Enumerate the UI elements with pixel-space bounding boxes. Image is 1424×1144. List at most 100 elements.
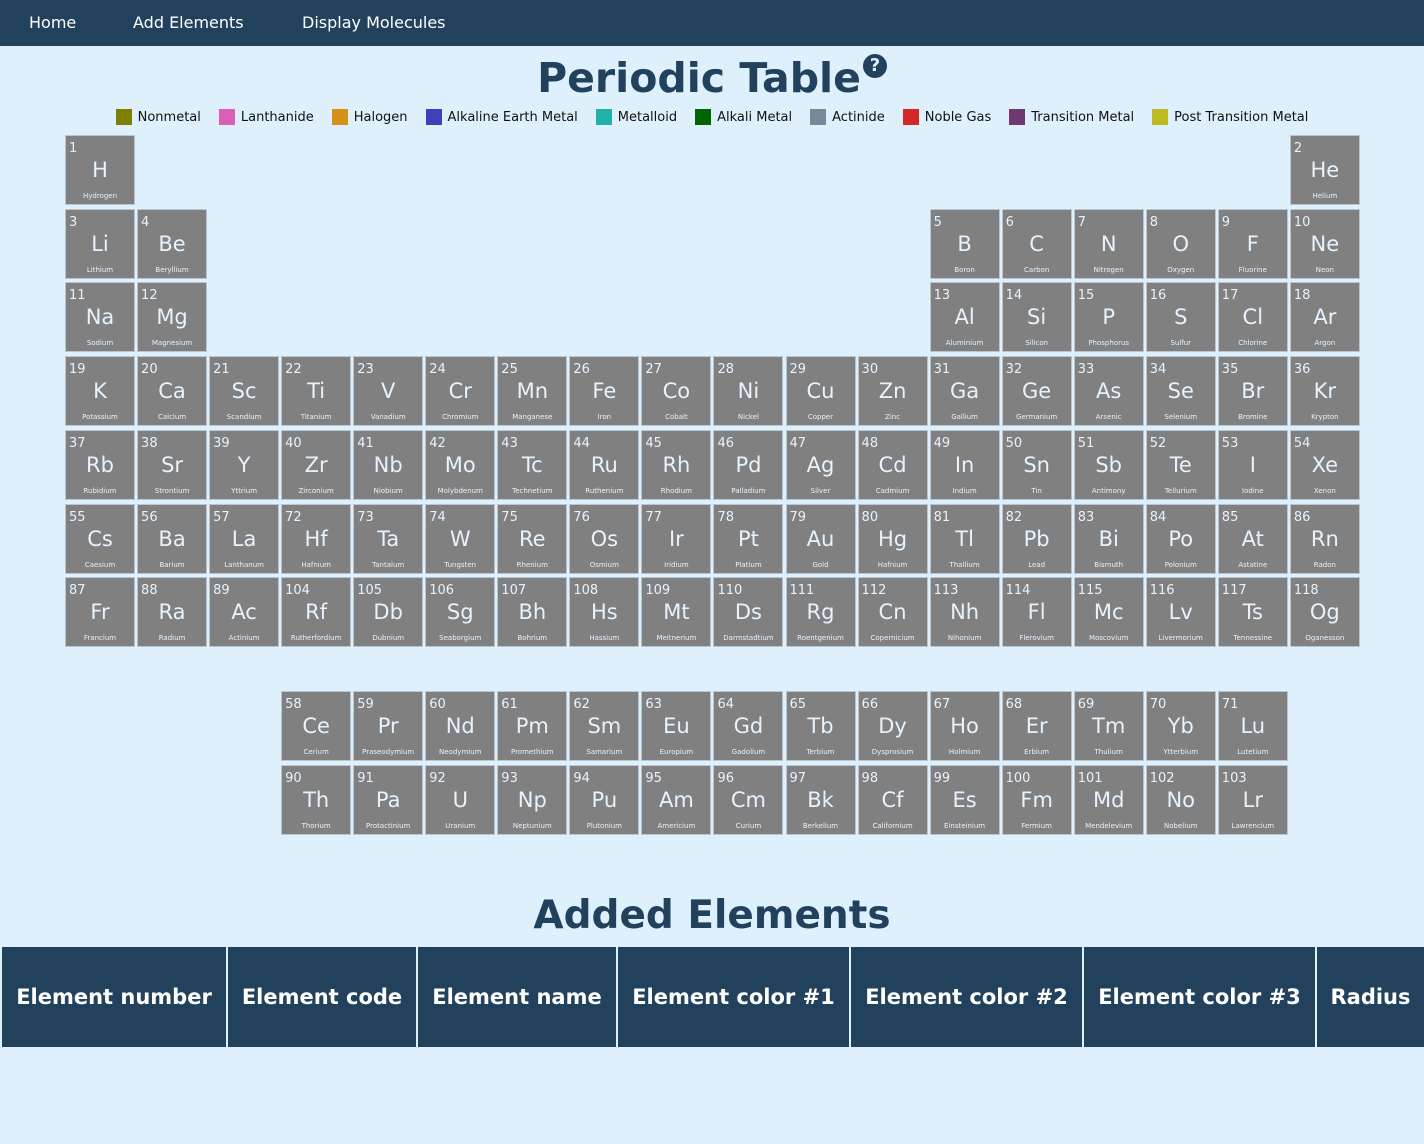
element-cell-pd[interactable]: 46 Pd Palladium (713, 429, 784, 500)
element-cell-po[interactable]: 84 Po Polonium (1145, 503, 1216, 574)
element-cell-er[interactable]: 68 Er Erbium (1001, 691, 1072, 762)
element-cell-cu[interactable]: 29 Cu Copper (785, 356, 856, 427)
element-cell-sr[interactable]: 38 Sr Strontium (137, 429, 208, 500)
element-cell-au[interactable]: 79 Au Gold (785, 503, 856, 574)
element-cell-pa[interactable]: 91 Pa Protactinium (353, 765, 424, 836)
element-cell-ga[interactable]: 31 Ga Gallium (929, 356, 1000, 427)
element-cell-nd[interactable]: 60 Nd Neodymium (425, 691, 496, 762)
element-cell-mo[interactable]: 42 Mo Molybdenum (425, 429, 496, 500)
element-cell-pu[interactable]: 94 Pu Plutonium (569, 765, 640, 836)
element-cell-al[interactable]: 13 Al Aluminium (929, 282, 1000, 353)
element-cell-tc[interactable]: 43 Tc Technetium (497, 429, 568, 500)
element-cell-ds[interactable]: 110 Ds Darmstadtium (713, 577, 784, 648)
element-cell-ne[interactable]: 10 Ne Neon (1289, 208, 1360, 279)
element-cell-tl[interactable]: 81 Tl Thallium (929, 503, 1000, 574)
element-cell-ti[interactable]: 22 Ti Titanium (281, 356, 352, 427)
element-cell-hg[interactable]: 80 Hg Hafnium (857, 503, 928, 574)
element-cell-ir[interactable]: 77 Ir Iridium (641, 503, 712, 574)
element-cell-ni[interactable]: 28 Ni Nickel (713, 356, 784, 427)
element-cell-te[interactable]: 52 Te Tellurium (1145, 429, 1216, 500)
element-cell-np[interactable]: 93 Np Neptunium (497, 765, 568, 836)
element-cell-cd[interactable]: 48 Cd Cadmium (857, 429, 928, 500)
element-cell-tm[interactable]: 69 Tm Thulium (1073, 691, 1144, 762)
element-cell-pb[interactable]: 82 Pb Lead (1001, 503, 1072, 574)
element-cell-rn[interactable]: 86 Rn Radon (1289, 503, 1360, 574)
element-cell-rb[interactable]: 37 Rb Rubidium (65, 429, 135, 500)
element-cell-ag[interactable]: 47 Ag Silver (785, 429, 856, 500)
element-cell-tb[interactable]: 65 Tb Terbium (785, 691, 856, 762)
element-cell-ba[interactable]: 56 Ba Barium (137, 503, 208, 574)
element-cell-ac[interactable]: 89 Ac Actinium (209, 577, 280, 648)
element-cell-be[interactable]: 4 Be Beryllium (137, 208, 208, 279)
element-cell-sm[interactable]: 62 Sm Samarium (569, 691, 640, 762)
element-cell-v[interactable]: 23 V Vanadium (353, 356, 424, 427)
element-cell-zn[interactable]: 30 Zn Zinc (857, 356, 928, 427)
element-cell-pm[interactable]: 61 Pm Promethium (497, 691, 568, 762)
element-cell-b[interactable]: 5 B Boron (929, 208, 1000, 279)
element-cell-cm[interactable]: 96 Cm Curium (713, 765, 784, 836)
element-cell-bi[interactable]: 83 Bi Bismuth (1073, 503, 1144, 574)
element-cell-rg[interactable]: 111 Rg Roentgenium (785, 577, 856, 648)
element-cell-p[interactable]: 15 P Phosphorus (1073, 282, 1144, 353)
element-cell-la[interactable]: 57 La Lanthanum (209, 503, 280, 574)
nav-display-molecules-link[interactable]: Display Molecules (302, 13, 446, 32)
element-cell-sc[interactable]: 21 Sc Scandium (209, 356, 280, 427)
element-cell-ra[interactable]: 88 Ra Radium (137, 577, 208, 648)
element-cell-mn[interactable]: 25 Mn Manganese (497, 356, 568, 427)
element-cell-mg[interactable]: 12 Mg Magnesium (137, 282, 208, 353)
element-cell-s[interactable]: 16 S Sulfur (1145, 282, 1216, 353)
element-cell-ho[interactable]: 67 Ho Holmium (929, 691, 1000, 762)
element-cell-ta[interactable]: 73 Ta Tantalum (353, 503, 424, 574)
element-cell-yb[interactable]: 70 Yb Ytterbium (1145, 691, 1216, 762)
element-cell-ca[interactable]: 20 Ca Calcium (137, 356, 208, 427)
element-cell-rf[interactable]: 104 Rf Rutherfordium (281, 577, 352, 648)
element-cell-pt[interactable]: 78 Pt Platium (713, 503, 784, 574)
element-cell-u[interactable]: 92 U Uranium (425, 765, 496, 836)
element-cell-cf[interactable]: 98 Cf Californium (857, 765, 928, 836)
element-cell-es[interactable]: 99 Es Einsteinium (929, 765, 1000, 836)
element-cell-n[interactable]: 7 N Nitrogen (1073, 208, 1144, 279)
nav-add-elements-link[interactable]: Add Elements (133, 13, 244, 32)
element-cell-no[interactable]: 102 No Nobelium (1145, 765, 1216, 836)
element-cell-md[interactable]: 101 Md Mendelevium (1073, 765, 1144, 836)
element-cell-dy[interactable]: 66 Dy Dysprosium (857, 691, 928, 762)
element-cell-og[interactable]: 118 Og Oganesson (1289, 577, 1360, 648)
element-cell-li[interactable]: 3 Li Lithium (65, 208, 135, 279)
element-cell-fl[interactable]: 114 Fl Flerovium (1001, 577, 1072, 648)
element-cell-bh[interactable]: 107 Bh Bohrium (497, 577, 568, 648)
element-cell-in[interactable]: 49 In Indium (929, 429, 1000, 500)
element-cell-sg[interactable]: 106 Sg Seaborgium (425, 577, 496, 648)
element-cell-ts[interactable]: 117 Ts Tennessine (1217, 577, 1288, 648)
element-cell-he[interactable]: 2 He Helium (1289, 135, 1360, 205)
element-cell-gd[interactable]: 64 Gd Gadolium (713, 691, 784, 762)
element-cell-as[interactable]: 33 As Arsenic (1073, 356, 1144, 427)
element-cell-cl[interactable]: 17 Cl Chlorine (1217, 282, 1288, 353)
element-cell-fm[interactable]: 100 Fm Fermium (1001, 765, 1072, 836)
element-cell-lu[interactable]: 71 Lu Lutetium (1217, 691, 1288, 762)
element-cell-os[interactable]: 76 Os Osmium (569, 503, 640, 574)
element-cell-nb[interactable]: 41 Nb Niobium (353, 429, 424, 500)
element-cell-th[interactable]: 90 Th Thorium (281, 765, 352, 836)
element-cell-f[interactable]: 9 F Fluorine (1217, 208, 1288, 279)
element-cell-xe[interactable]: 54 Xe Xenon (1289, 429, 1360, 500)
element-cell-cs[interactable]: 55 Cs Caesium (65, 503, 135, 574)
element-cell-hf[interactable]: 72 Hf Hafnium (281, 503, 352, 574)
element-cell-fr[interactable]: 87 Fr Francium (65, 577, 135, 648)
element-cell-br[interactable]: 35 Br Bromine (1217, 356, 1288, 427)
element-cell-co[interactable]: 27 Co Cobalt (641, 356, 712, 427)
element-cell-db[interactable]: 105 Db Dubnium (353, 577, 424, 648)
element-cell-at[interactable]: 85 At Astatine (1217, 503, 1288, 574)
element-cell-na[interactable]: 11 Na Sodium (65, 282, 135, 353)
element-cell-k[interactable]: 19 K Potassium (65, 356, 135, 427)
element-cell-hs[interactable]: 108 Hs Hassium (569, 577, 640, 648)
element-cell-lv[interactable]: 116 Lv Livermorium (1145, 577, 1216, 648)
element-cell-se[interactable]: 34 Se Selenium (1145, 356, 1216, 427)
element-cell-ge[interactable]: 32 Ge Germanium (1001, 356, 1072, 427)
element-cell-am[interactable]: 95 Am Americium (641, 765, 712, 836)
element-cell-ar[interactable]: 18 Ar Argon (1289, 282, 1360, 353)
element-cell-kr[interactable]: 36 Kr Krypton (1289, 356, 1360, 427)
element-cell-sn[interactable]: 50 Sn Tin (1001, 429, 1072, 500)
element-cell-zr[interactable]: 40 Zr Zirconium (281, 429, 352, 500)
element-cell-cn[interactable]: 112 Cn Copernicium (857, 577, 928, 648)
element-cell-w[interactable]: 74 W Tungsten (425, 503, 496, 574)
